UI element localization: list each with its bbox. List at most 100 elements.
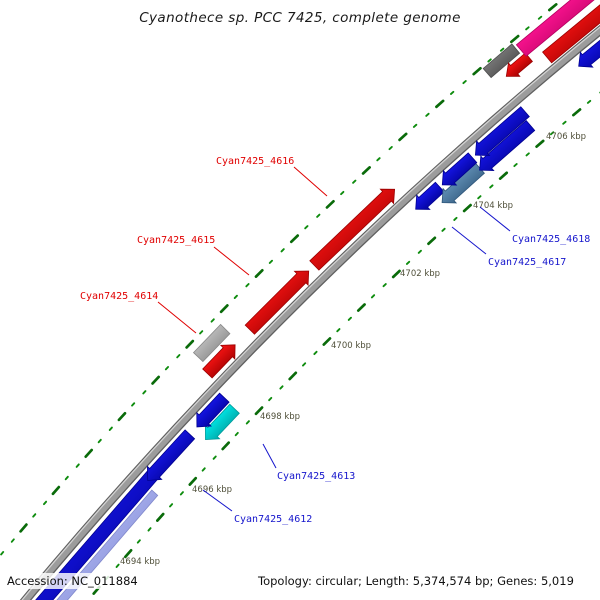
minor-tick xyxy=(0,551,5,556)
major-tick xyxy=(535,139,545,148)
major-tick xyxy=(325,199,335,209)
gene-arrow-fwd-gene-red-band[interactable] xyxy=(542,0,600,64)
minor-tick xyxy=(316,213,321,218)
minor-tick xyxy=(64,475,69,481)
major-tick xyxy=(435,99,445,109)
gene-arrow-rev-gene-4708[interactable] xyxy=(578,22,600,68)
gene-arrow-Cyan7425_4618[interactable] xyxy=(441,162,485,204)
major-tick xyxy=(51,485,61,496)
major-tick xyxy=(117,411,127,422)
minor-tick xyxy=(75,463,80,468)
minor-tick xyxy=(115,563,120,568)
gene-label-Cyan7425_4615[interactable]: Cyan7425_4615 xyxy=(137,235,215,246)
minor-tick xyxy=(489,184,494,189)
minor-tick xyxy=(268,396,273,402)
gene-label-Cyan7425_4617[interactable]: Cyan7425_4617 xyxy=(488,257,566,268)
minor-tick xyxy=(245,420,250,425)
minor-tick xyxy=(412,123,418,128)
gene-arrow-Cyan7425_4617[interactable] xyxy=(415,181,445,210)
minor-tick xyxy=(268,259,274,264)
map-title: Cyanothece sp. PCC 7425, complete genome xyxy=(139,10,461,26)
gene-arrow-fwd-gene-silver[interactable] xyxy=(192,323,231,363)
gene-arrow-rev-gene-red-small[interactable] xyxy=(505,52,533,77)
gene-arrow-Cyan7425_4613[interactable] xyxy=(204,403,240,441)
gene-arrow-Cyan7425_4612[interactable] xyxy=(146,429,196,481)
minor-tick xyxy=(147,527,152,532)
minor-tick xyxy=(164,366,170,371)
major-tick xyxy=(221,441,231,451)
ruler-label: 4702 kbp xyxy=(400,269,440,279)
minor-tick xyxy=(525,26,530,31)
gene-arrow-Cyan7425_4615[interactable] xyxy=(244,270,310,335)
gene-arrow-rev-gene-outer-low[interactable] xyxy=(34,489,159,600)
minor-tick xyxy=(233,294,238,299)
gene-label-Cyan7425_4613[interactable]: Cyan7425_4613 xyxy=(277,471,355,482)
genome-backbone xyxy=(21,26,600,600)
major-tick xyxy=(462,203,472,213)
major-tick xyxy=(498,171,509,180)
major-tick xyxy=(185,339,195,349)
genome-backbone-highlight xyxy=(21,26,600,600)
major-tick xyxy=(84,448,94,458)
genome-stats-text: Topology: circular; Length: 5,374,574 bp… xyxy=(255,573,577,589)
minor-tick xyxy=(487,58,492,63)
gene-label-Cyan7425_4618[interactable]: Cyan7425_4618 xyxy=(512,234,590,245)
major-tick xyxy=(219,304,229,314)
accession-text: Accession: NC_011884 xyxy=(4,573,141,589)
minor-tick xyxy=(302,362,307,367)
minor-tick xyxy=(499,47,505,52)
minor-tick xyxy=(525,152,530,157)
ruler-label: 4696 kbp xyxy=(192,485,232,495)
minor-tick xyxy=(136,539,141,544)
minor-tick xyxy=(179,491,184,496)
minor-tick xyxy=(336,328,341,333)
minor-tick xyxy=(549,131,555,136)
minor-tick xyxy=(352,179,357,184)
gene-arrow-fwd-gene-magenta[interactable] xyxy=(515,0,596,57)
ruler-label: 4694 kbp xyxy=(120,557,160,567)
major-tick xyxy=(254,268,264,278)
minor-tick xyxy=(513,163,518,168)
major-tick xyxy=(509,34,520,44)
major-tick xyxy=(151,375,161,385)
gene-label-leader xyxy=(213,246,250,276)
gene-arrow-rev-gene-4704[interactable] xyxy=(441,152,478,186)
gene-label-Cyan7425_4616[interactable]: Cyan7425_4616 xyxy=(216,156,294,167)
major-tick xyxy=(572,108,582,117)
gene-label-leader xyxy=(157,301,197,334)
ruler-label: 4704 kbp xyxy=(473,201,513,211)
gene-label-Cyan7425_4614[interactable]: Cyan7425_4614 xyxy=(80,291,158,302)
major-tick xyxy=(361,166,371,175)
gene-arrow-rev-gene-4705b[interactable] xyxy=(479,120,536,172)
major-tick xyxy=(288,371,298,381)
ruler-label: 4698 kbp xyxy=(260,412,300,422)
gene-label-Cyan7425_4612[interactable]: Cyan7425_4612 xyxy=(234,514,312,525)
minor-tick xyxy=(340,190,345,196)
minor-tick xyxy=(234,431,239,437)
minor-tick xyxy=(280,248,285,253)
minor-tick xyxy=(210,318,215,323)
ruler-label: 4700 kbp xyxy=(331,341,371,351)
gene-arrow-rev-gene-4697[interactable] xyxy=(196,392,230,428)
gene-arrow-Cyan7425_4616[interactable] xyxy=(309,188,396,271)
major-tick xyxy=(19,523,28,533)
gene-label-leader xyxy=(451,226,487,255)
gene-arrow-rev-gene-long-low[interactable] xyxy=(24,470,158,600)
major-tick xyxy=(123,548,133,559)
minor-tick xyxy=(347,316,352,321)
gene-arrow-rev-gene-4705a[interactable] xyxy=(474,106,530,157)
gene-label-leader xyxy=(262,443,277,469)
minor-tick xyxy=(441,227,446,232)
minor-tick xyxy=(382,283,387,288)
minor-tick xyxy=(388,145,393,151)
gene-arrow-fwd-gene-dimgray[interactable] xyxy=(482,43,521,79)
minor-tick xyxy=(425,112,430,117)
ruler-label: 4706 kbp xyxy=(546,132,586,142)
minor-tick xyxy=(10,538,15,543)
major-tick xyxy=(356,303,366,312)
gene-arrow-Cyan7425_4614[interactable] xyxy=(202,344,236,379)
minor-tick xyxy=(405,260,411,265)
minor-tick xyxy=(417,249,422,254)
